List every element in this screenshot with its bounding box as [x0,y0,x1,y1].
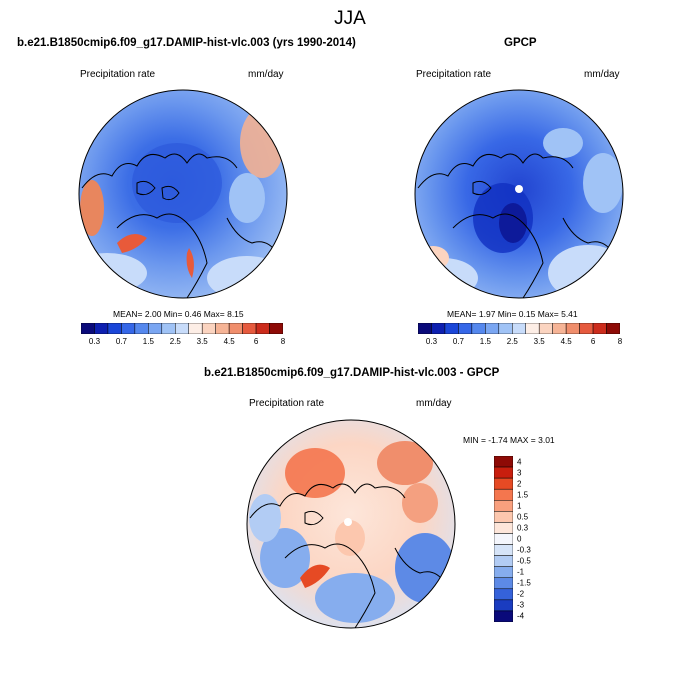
colorbar-swatch [494,588,513,601]
colorbar-tick-label: 0.3 [517,523,529,533]
diff-variable-label: Precipitation rate [249,398,325,409]
colorbar-tick-label: 0.7 [115,337,127,346]
model-panel-title: b.e21.B1850cmip6.f09_g17.DAMIP-hist-vlc.… [17,37,356,49]
diff-units-label: mm/day [416,398,452,409]
colorbar-tick-label: 3.5 [533,337,545,346]
colorbar-swatch [512,323,526,334]
colorbar-swatch [175,323,189,334]
colorbar-tick-label: 0 [517,534,522,544]
colorbar-tick-label: 3.5 [196,337,208,346]
colorbar-swatch [228,323,243,334]
colorbar-tick-label: 1.5 [142,337,154,346]
colorbar-swatch [494,544,513,556]
colorbar-swatch [494,466,513,479]
colorbar-swatch [592,323,607,334]
colorbar-swatch [134,323,149,334]
colorbar-swatch [485,323,500,334]
colorbar-swatch [494,488,513,501]
colorbar-swatch [255,323,270,334]
colorbar-tick-label: -0.3 [517,545,531,555]
colorbar-tick-label: 4.5 [223,337,235,346]
colorbar-swatch [458,323,473,334]
colorbar-swatch [565,323,580,334]
obs-panel-title: GPCP [504,37,537,49]
colorbar-tick-label: 8 [280,337,286,346]
obs-colorbar [418,323,620,334]
diff-colorbar-ticks: 4 3 2 1.5 1 0.5 0.3 0 -0.3 -0.5 -1 -1.5 -2 -3 -4 [517,456,547,622]
colorbar-swatch [188,323,203,334]
colorbar-tick-label: -2 [517,589,525,599]
obs-stats: MEAN= 1.97 Min= 0.15 Max= 5.41 [447,309,578,319]
colorbar-swatch [215,323,230,334]
colorbar-swatch [498,323,513,334]
colorbar-swatch [494,555,513,567]
diff-stats: MIN = -1.74 MAX = 3.01 [463,435,555,445]
obs-colorbar-ticks: 0.3 0.7 1.5 2.5 3.5 4.5 6 8 [418,337,623,349]
colorbar-swatch [494,477,513,490]
colorbar-tick-label: -0.5 [517,556,531,566]
colorbar-tick-label: 6 [590,337,596,346]
colorbar-swatch [606,323,620,334]
model-stats: MEAN= 2.00 Min= 0.46 Max= 8.15 [113,309,244,319]
colorbar-tick-label: 2.5 [506,337,518,346]
colorbar-swatch [431,323,446,334]
diff-colorbar [494,456,513,622]
colorbar-swatch [494,500,513,512]
colorbar-swatch [148,323,163,334]
colorbar-swatch [242,323,257,334]
colorbar-tick-label: 4.5 [560,337,572,346]
colorbar-swatch [552,323,567,334]
colorbar-tick-label: 0.3 [88,337,101,346]
colorbar-tick-label: -3 [517,600,525,610]
colorbar-swatch [494,522,513,534]
colorbar-tick-label: 1 [517,501,522,511]
colorbar-tick-label: 0.5 [517,512,529,522]
colorbar-swatch [579,323,594,334]
colorbar-swatch [201,323,216,334]
colorbar-swatch [525,323,540,334]
colorbar-swatch [94,323,109,334]
colorbar-swatch [494,610,513,622]
colorbar-swatch [161,323,176,334]
model-variable-label: Precipitation rate [80,69,156,80]
model-colorbar-ticks: 0.3 0.7 1.5 2.5 3.5 4.5 6 8 [81,337,286,349]
colorbar-tick-label: 0.3 [425,337,438,346]
colorbar-tick-label: 0.7 [452,337,464,346]
model-units-label: mm/day [248,69,284,80]
figure-title: JJA [334,8,366,29]
colorbar-swatch [81,323,95,334]
model-precip-map [78,89,288,299]
diff-panel-title: b.e21.B1850cmip6.f09_g17.DAMIP-hist-vlc.… [204,367,500,379]
colorbar-tick-label: 1.5 [479,337,491,346]
colorbar-swatch [494,599,513,612]
colorbar-swatch [471,323,486,334]
obs-variable-label: Precipitation rate [416,69,492,80]
colorbar-tick-label: -4 [517,611,525,621]
colorbar-swatch [494,577,513,590]
colorbar-swatch [494,511,513,523]
colorbar-tick-label: 4 [517,457,522,467]
colorbar-tick-label: -1.5 [517,578,531,588]
colorbar-swatch [444,323,459,334]
model-colorbar [81,323,283,334]
colorbar-tick-label: 2 [517,479,522,489]
colorbar-swatch [494,456,513,468]
colorbar-tick-label: -1 [517,567,525,577]
colorbar-swatch [269,323,283,334]
colorbar-swatch [418,323,432,334]
colorbar-swatch [494,533,513,545]
obs-precip-map [414,89,624,299]
obs-units-label: mm/day [584,69,620,80]
colorbar-swatch [121,323,136,334]
colorbar-tick-label: 8 [617,337,623,346]
colorbar-tick-label: 2.5 [169,337,181,346]
colorbar-tick-label: 1.5 [517,490,529,500]
diff-precip-map [246,419,456,629]
colorbar-tick-label: 3 [517,468,522,478]
colorbar-swatch [538,323,553,334]
colorbar-tick-label: 6 [253,337,259,346]
colorbar-swatch [494,566,513,578]
colorbar-swatch [107,323,122,334]
